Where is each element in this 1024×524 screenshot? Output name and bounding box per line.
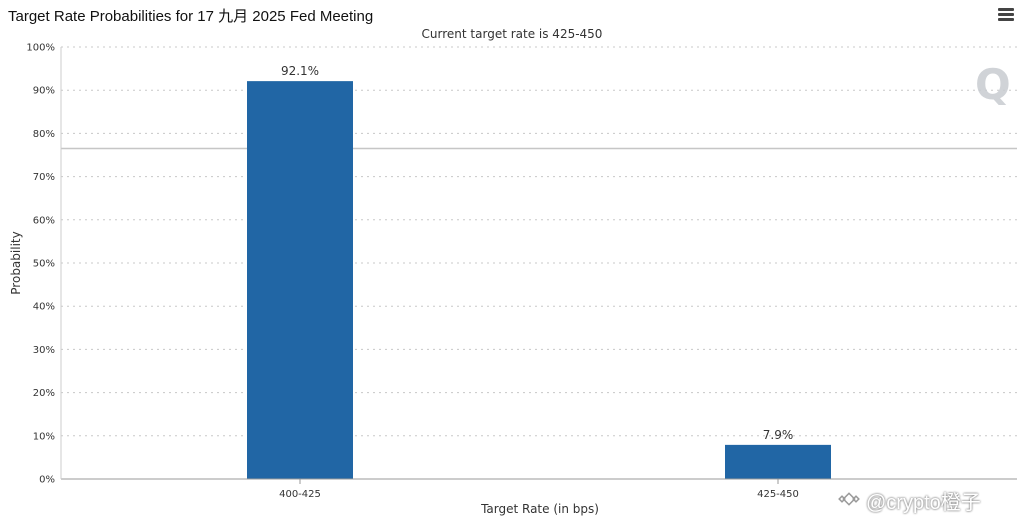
y-tick-label: 80%	[33, 129, 55, 140]
y-tick-label: 90%	[33, 86, 55, 97]
page-title: Target Rate Probabilities for 17 九月 2025…	[8, 8, 374, 25]
x-axis-label: Target Rate (in bps)	[480, 502, 599, 516]
y-tick-label: 30%	[33, 345, 55, 356]
binance-logo-icon	[838, 492, 860, 506]
watermark-credit: @crypto橙子	[866, 492, 981, 514]
y-tick-label: 40%	[33, 302, 55, 313]
watermark-q-logo: Q	[975, 60, 1011, 109]
y-tick-label: 20%	[33, 388, 55, 399]
y-axis-label: Probability	[9, 231, 23, 294]
bar-data-label: 92.1%	[281, 64, 319, 78]
x-tick-label: 425-450	[757, 489, 799, 500]
y-tick-label: 100%	[26, 43, 55, 54]
bar[interactable]	[247, 81, 353, 480]
bar[interactable]	[725, 444, 831, 479]
y-tick-label: 10%	[33, 431, 55, 442]
y-tick-label: 0%	[39, 475, 55, 486]
bar-data-label: 7.9%	[763, 428, 794, 442]
chart-subtitle: Current target rate is 425-450	[422, 27, 603, 41]
hamburger-menu-icon[interactable]	[998, 8, 1014, 22]
y-tick-label: 50%	[33, 259, 55, 270]
y-tick-label: 70%	[33, 172, 55, 183]
x-tick-label: 400-425	[279, 489, 321, 500]
y-tick-label: 60%	[33, 215, 55, 226]
